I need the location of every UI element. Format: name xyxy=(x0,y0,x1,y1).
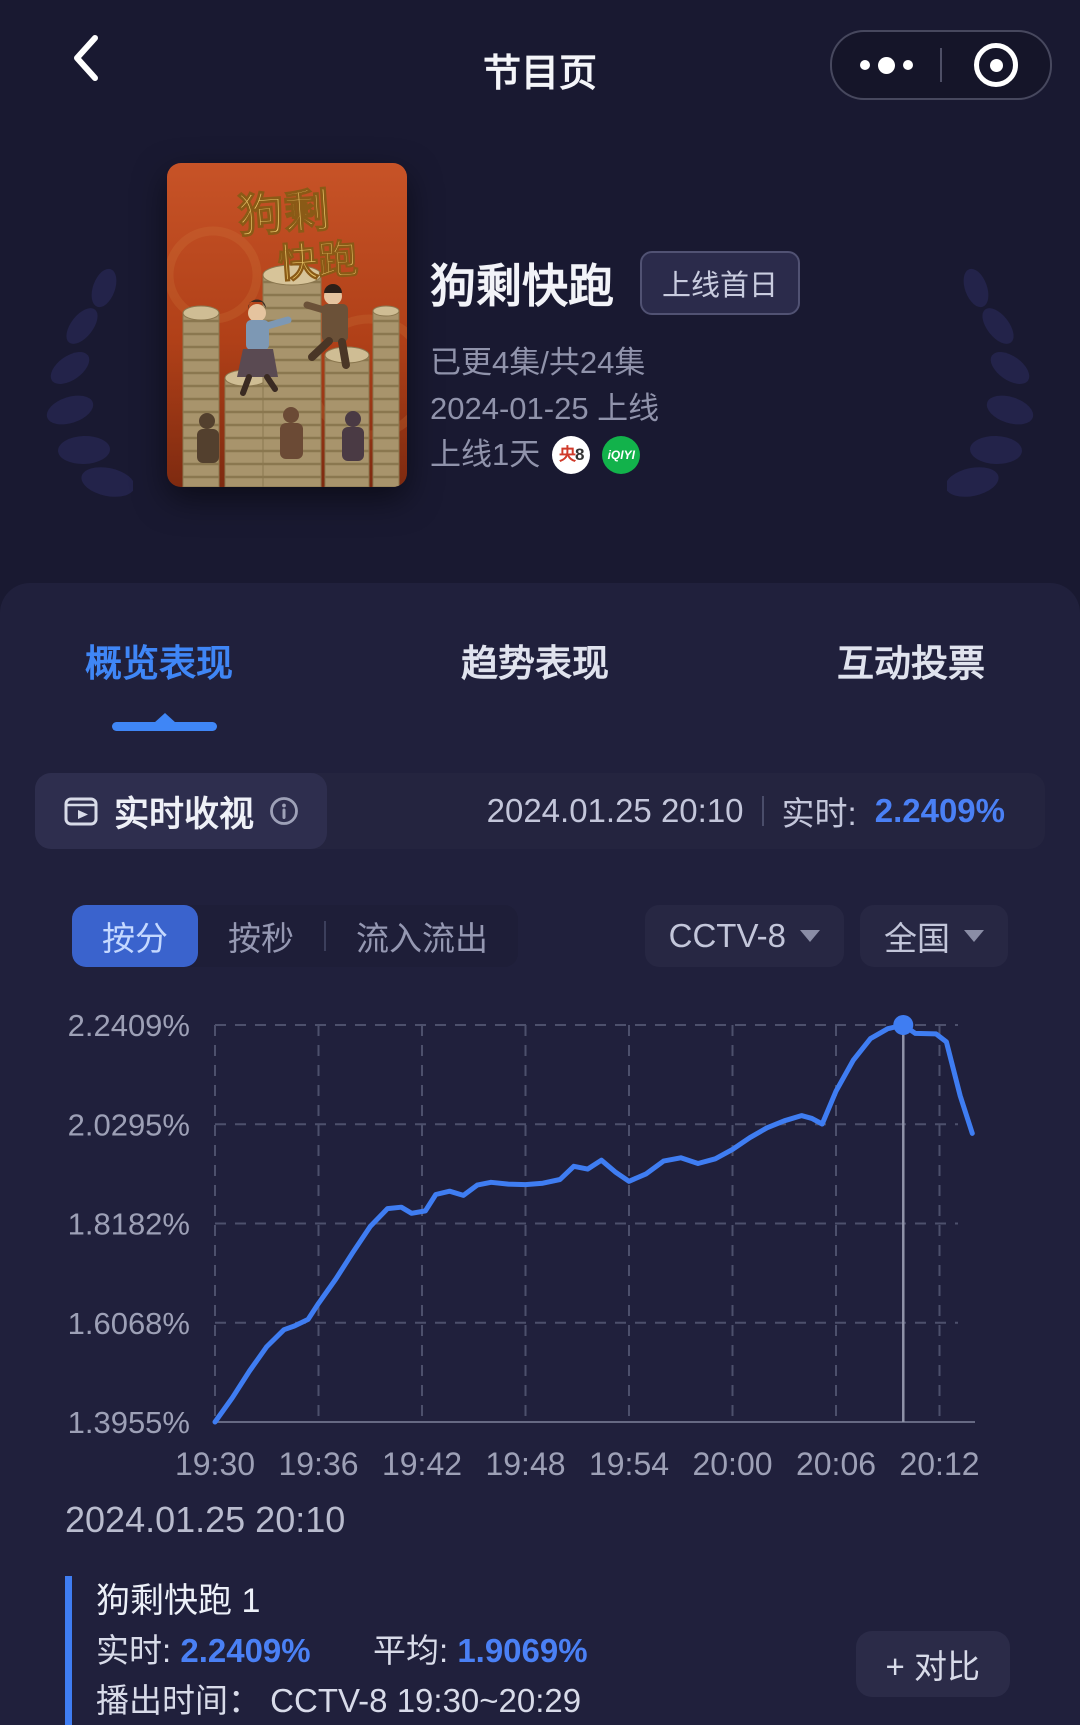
status-divider xyxy=(761,796,764,826)
chart-datetime: 2024.01.25 20:10 xyxy=(486,792,744,829)
episodes-info: 已更4集/共24集 xyxy=(430,345,646,380)
selected-point-details: 狗剩快跑 1 实时: 2.2409% 平均: 1.9069% 播出时间： CCT… xyxy=(65,1576,830,1725)
three-dots-icon xyxy=(859,60,870,70)
show-poster: 狗剩 快跑 xyxy=(167,163,407,487)
poster-figures xyxy=(197,284,364,463)
svg-text:1.3955%: 1.3955% xyxy=(68,1405,190,1440)
realtime-section-title: 实时收视 xyxy=(114,794,255,834)
selected-point-datetime: 2024.01.25 20:10 xyxy=(65,1499,346,1540)
iqiyi-platform-badge: iQIYI xyxy=(602,436,641,474)
video-play-icon xyxy=(64,797,98,826)
realtime-label: 实时: xyxy=(781,795,857,832)
laurel-left-decoration xyxy=(46,268,133,497)
capsule-divider xyxy=(940,48,942,82)
svg-text:19:54: 19:54 xyxy=(589,1446,669,1482)
channel-dropdown[interactable]: CCTV-8 xyxy=(644,905,844,967)
broadcast-line: 播出时间： CCTV-8 19:30~20:29 xyxy=(96,1676,830,1725)
tab-trend[interactable]: 趋势表现 xyxy=(461,643,609,684)
svg-text:19:30: 19:30 xyxy=(175,1446,255,1482)
realtime-section-header: 实时收视 2024.01.25 20:10 实时: 2.2409% xyxy=(35,773,1045,849)
ratings-line: 实时: 2.2409% 平均: 1.9069% xyxy=(96,1626,830,1676)
show-title: 狗剩快跑 xyxy=(430,260,614,312)
laurel-right-decoration xyxy=(947,268,1034,497)
page-title: 节目页 xyxy=(482,53,597,95)
realtime-value: 2.2409% xyxy=(874,792,1005,829)
tab-vote[interactable]: 互动投票 xyxy=(837,643,985,684)
channel-value: CCTV-8 xyxy=(668,917,786,954)
broadcast-value: CCTV-8 19:30~20:29 xyxy=(270,1682,582,1719)
average-value: 1.9069% xyxy=(457,1632,588,1669)
info-icon[interactable] xyxy=(269,796,299,826)
release-info: 2024-01-25 上线 xyxy=(430,391,660,426)
miniprogram-capsule xyxy=(830,30,1052,100)
triangle-down-icon xyxy=(964,930,984,942)
online-days: 上线1天 xyxy=(430,437,541,472)
svg-text:2.2409%: 2.2409% xyxy=(68,1008,190,1043)
poster-title-top: 狗剩 xyxy=(236,184,331,242)
first-day-badge: 上线首日 xyxy=(640,251,801,315)
realtime-value: 2.2409% xyxy=(180,1632,311,1669)
svg-text:20:12: 20:12 xyxy=(899,1446,979,1482)
broadcast-label: 播出时间： xyxy=(96,1682,261,1719)
filter-row: 按分 按秒 流入流出 CCTV-8 全国 xyxy=(72,905,1008,967)
svg-text:2.0295%: 2.0295% xyxy=(68,1107,190,1142)
header: 节目页 xyxy=(0,0,1080,110)
triangle-down-icon xyxy=(800,930,820,942)
svg-text:20:00: 20:00 xyxy=(692,1446,772,1482)
show-title-row: 狗剩快跑 上线首日 xyxy=(430,250,801,316)
svg-text:20:06: 20:06 xyxy=(796,1446,876,1482)
region-dropdown[interactable]: 全国 xyxy=(860,905,1008,967)
mode-option-by-second[interactable]: 按秒 xyxy=(228,920,294,957)
svg-text:19:48: 19:48 xyxy=(485,1446,565,1482)
svg-text:1.8182%: 1.8182% xyxy=(68,1207,190,1242)
realtime-section-chip: 实时收视 xyxy=(35,773,328,849)
realtime-status: 2024.01.25 20:10 实时: 2.2409% xyxy=(487,787,1045,835)
dropdown-group: CCTV-8 全国 xyxy=(644,905,1008,967)
back-button[interactable] xyxy=(62,28,112,88)
svg-text:19:42: 19:42 xyxy=(382,1446,462,1482)
active-tab-indicator xyxy=(112,722,217,731)
poster-title-bottom: 快跑 xyxy=(277,237,360,286)
hero-section: 狗剩 快跑 狗剩快跑 上线首日 已更4集/共24集 2024-01-25 上线 … xyxy=(0,110,1080,583)
compare-button[interactable]: + 对比 xyxy=(855,1631,1010,1697)
region-value: 全国 xyxy=(884,920,950,957)
average-label: 平均: xyxy=(372,1632,449,1669)
more-button[interactable] xyxy=(832,32,940,98)
tabs-row: 概览表现 趋势表现 互动投票 xyxy=(85,633,985,687)
tab-overview[interactable]: 概览表现 xyxy=(85,643,233,684)
exit-button[interactable] xyxy=(942,32,1050,98)
segment-divider xyxy=(324,921,326,951)
svg-text:19:36: 19:36 xyxy=(278,1446,358,1482)
mode-option-flow[interactable]: 流入流出 xyxy=(356,920,488,957)
mode-option-by-minute[interactable]: 按分 xyxy=(72,905,198,967)
ratings-line-chart[interactable]: 19:30 19:36 19:42 19:48 19:54 20:00 20:06 20:12… xyxy=(0,975,1080,1495)
series-name: 狗剩快跑 1 xyxy=(96,1582,261,1620)
chevron-left-icon xyxy=(74,35,98,81)
content-card: 概览表现 趋势表现 互动投票 实时收视 2024.01.25 20 xyxy=(0,583,1080,1725)
target-circle-icon xyxy=(974,43,1018,87)
poster-image: 狗剩 快跑 xyxy=(167,163,407,487)
svg-text:1.6068%: 1.6068% xyxy=(68,1306,190,1341)
realtime-label: 实时: xyxy=(96,1632,172,1669)
mode-segmented-control: 按分 按秒 流入流出 xyxy=(72,905,518,967)
